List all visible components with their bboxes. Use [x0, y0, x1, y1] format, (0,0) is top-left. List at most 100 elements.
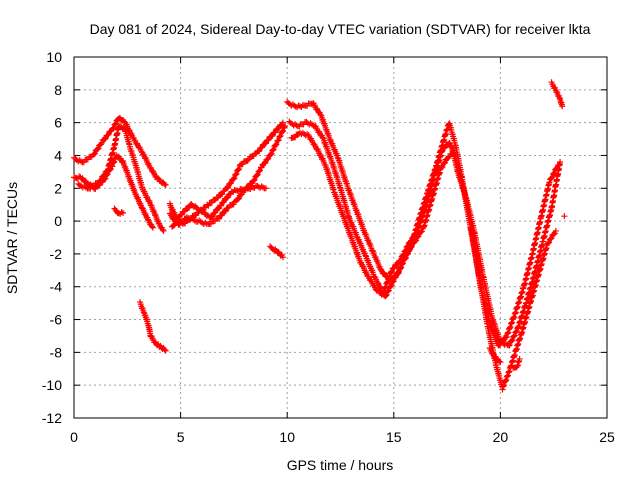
data-point-marker: [256, 167, 263, 174]
data-point-marker: [94, 146, 101, 153]
data-point-marker: [267, 151, 274, 158]
data-point-marker: [98, 140, 105, 147]
data-point-marker: [258, 164, 265, 171]
data-point-marker: [178, 211, 185, 218]
series-trace-e: [137, 299, 169, 354]
data-point-marker: [230, 201, 237, 208]
series-trace-m: [486, 345, 504, 366]
data-point-marker: [225, 184, 232, 191]
data-point-marker: [110, 159, 117, 166]
data-point-marker: [390, 278, 397, 285]
data-point-marker: [171, 221, 178, 228]
data-point-marker: [505, 342, 512, 349]
data-point-marker: [554, 162, 561, 169]
data-point-marker: [362, 252, 369, 259]
data-point-marker: [496, 358, 503, 365]
data-point-marker: [404, 251, 411, 258]
data-point-marker: [219, 191, 226, 198]
data-point-marker: [395, 269, 402, 276]
data-point-marker: [265, 155, 272, 162]
y-tick-label: 6: [54, 115, 62, 131]
data-point-marker: [497, 359, 504, 366]
data-point-marker: [253, 172, 260, 179]
data-point-marker: [405, 250, 412, 257]
data-point-marker: [402, 254, 409, 261]
data-point-marker: [276, 134, 283, 141]
data-point-marker: [250, 177, 257, 184]
y-tick-label: -10: [42, 377, 62, 393]
data-point-marker: [161, 181, 168, 188]
data-point-marker: [272, 129, 279, 136]
data-point-marker: [276, 133, 283, 140]
series-trace-p: [561, 213, 568, 220]
data-point-marker: [268, 150, 275, 157]
data-point-marker: [269, 146, 276, 153]
y-tick-label: 4: [54, 147, 62, 163]
data-point-marker: [387, 282, 394, 289]
data-point-marker: [234, 167, 241, 174]
data-point-marker: [279, 128, 286, 135]
data-point-marker: [270, 146, 277, 153]
x-tick-label: 5: [177, 429, 185, 445]
data-point-marker: [395, 268, 402, 275]
data-point-marker: [218, 202, 225, 209]
series-trace-f: [166, 119, 286, 227]
data-point-marker: [259, 144, 266, 151]
data-point-marker: [162, 347, 169, 354]
data-point-marker: [251, 176, 258, 183]
data-point-marker: [556, 94, 563, 101]
data-point-marker: [400, 260, 407, 267]
data-point-marker: [506, 342, 513, 349]
series-trace-i: [267, 243, 286, 261]
data-point-marker: [181, 208, 188, 215]
data-point-marker: [553, 165, 560, 172]
data-point-marker: [549, 174, 556, 181]
y-tick-label: -8: [50, 344, 63, 360]
data-point-marker: [228, 179, 235, 186]
data-point-marker: [233, 170, 240, 177]
data-point-marker: [161, 346, 168, 353]
data-point-marker: [256, 148, 263, 155]
y-tick-label: 2: [54, 180, 62, 196]
data-point-marker: [407, 246, 414, 253]
data-point-marker: [399, 260, 406, 267]
y-axis-label: SDTVAR / TECUs: [4, 182, 20, 294]
data-point-marker: [112, 120, 119, 127]
data-point-marker: [91, 151, 98, 158]
data-point-marker: [105, 131, 112, 138]
y-tick-label: -4: [50, 279, 63, 295]
data-point-marker: [281, 124, 288, 131]
data-point-marker: [397, 264, 404, 271]
data-point-marker: [262, 185, 269, 192]
data-point-marker: [221, 198, 228, 205]
data-point-marker: [91, 150, 98, 157]
data-point-marker: [97, 177, 104, 184]
x-axis-label: GPS time / hours: [287, 457, 394, 473]
data-point-marker: [552, 227, 559, 234]
data-point-marker: [546, 239, 553, 246]
chart-title: Day 081 of 2024, Sidereal Day-to-day VTE…: [90, 21, 591, 37]
data-point-marker: [254, 171, 261, 178]
data-point-marker: [149, 224, 156, 231]
x-tick-label: 15: [386, 429, 402, 445]
series-trace-c: [75, 122, 167, 234]
data-point-marker: [441, 159, 448, 166]
data-point-marker: [215, 215, 222, 222]
x-tick-label: 0: [70, 429, 78, 445]
data-point-marker: [388, 282, 395, 289]
data-point-marker: [101, 171, 108, 178]
data-point-marker: [548, 174, 555, 181]
data-point-marker: [278, 129, 285, 136]
data-point-marker: [319, 134, 326, 141]
data-point-marker: [235, 166, 242, 173]
data-point-marker: [265, 136, 272, 143]
axis-ticks: 0 5 10 15 20 25 -12 -10 -8 -6 -4 -2 0 2 4 6 8 10: [42, 49, 615, 445]
data-point-marker: [275, 137, 282, 144]
y-tick-label: 10: [46, 49, 62, 65]
data-point-marker: [159, 226, 166, 233]
data-point-marker: [548, 235, 555, 242]
series-trace-n: [510, 355, 523, 371]
data-point-marker: [557, 159, 564, 166]
data-point-marker: [392, 274, 399, 281]
